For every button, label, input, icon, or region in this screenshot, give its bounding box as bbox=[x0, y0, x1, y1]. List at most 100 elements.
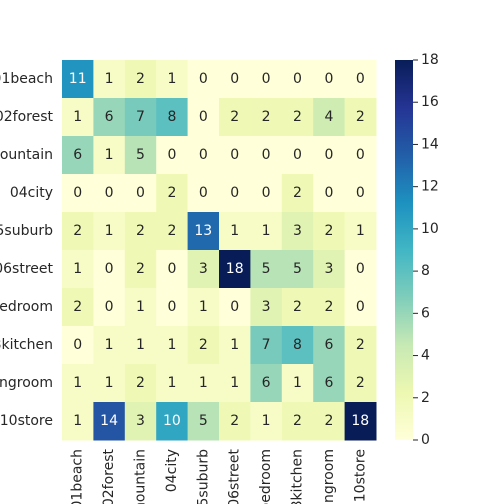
cell-label: 0 bbox=[105, 299, 114, 315]
cell-label: 1 bbox=[105, 337, 114, 353]
heatmap-cell bbox=[281, 174, 314, 213]
cell-label: 0 bbox=[230, 147, 239, 163]
cell-label: 1 bbox=[230, 375, 239, 391]
cell-label: 3 bbox=[324, 261, 333, 277]
heatmap-cell bbox=[93, 402, 126, 441]
cell-label: 14 bbox=[100, 413, 118, 429]
heatmap-cell bbox=[156, 402, 189, 441]
heatmap-cell bbox=[62, 212, 94, 251]
cell-label: 1 bbox=[230, 223, 239, 239]
heatmap-cell bbox=[93, 326, 126, 365]
cell-label: 3 bbox=[293, 223, 302, 239]
cell-label: 0 bbox=[262, 185, 271, 201]
heatmap-cell bbox=[124, 288, 157, 327]
heatmap-cell bbox=[187, 288, 220, 327]
cell-label: 7 bbox=[262, 337, 271, 353]
heatmap-cell bbox=[62, 250, 94, 289]
cell-label: 2 bbox=[356, 337, 365, 353]
heatmap-cell bbox=[250, 364, 283, 403]
cell-label: 1 bbox=[105, 375, 114, 391]
x-tick-label: 03mountain bbox=[133, 449, 149, 504]
colorbar-tick-label: 2 bbox=[421, 390, 430, 406]
heatmap-cell bbox=[93, 364, 126, 403]
y-tick-label: 02forest bbox=[0, 109, 54, 125]
heatmap-cell bbox=[250, 326, 283, 365]
heatmap-cell bbox=[281, 250, 314, 289]
cell-label: 1 bbox=[73, 375, 82, 391]
heatmap-cell bbox=[219, 288, 251, 327]
x-tick-label: 05suburb bbox=[195, 449, 211, 504]
heatmap-cell bbox=[93, 288, 126, 327]
cell-label: 0 bbox=[356, 71, 365, 87]
heatmap-cell bbox=[313, 98, 346, 137]
cell-label: 2 bbox=[356, 375, 365, 391]
heatmap-cell bbox=[93, 250, 126, 289]
heatmap-cell bbox=[344, 136, 377, 175]
cell-label: 0 bbox=[136, 185, 145, 201]
heatmap-cell bbox=[62, 60, 94, 99]
heatmap-cell bbox=[156, 288, 189, 327]
heatmap-cell bbox=[156, 60, 189, 99]
colorbar-tick-label: 10 bbox=[421, 221, 439, 237]
cell-label: 0 bbox=[167, 261, 176, 277]
cell-label: 1 bbox=[230, 337, 239, 353]
cell-label: 1 bbox=[105, 71, 114, 87]
cell-label: 1 bbox=[73, 261, 82, 277]
cell-label: 2 bbox=[293, 109, 302, 125]
y-tick-label: 10store bbox=[0, 413, 53, 429]
heatmap-cell bbox=[124, 326, 157, 365]
heatmap-cell bbox=[219, 250, 251, 289]
cell-label: 1 bbox=[136, 299, 145, 315]
cell-label: 0 bbox=[293, 147, 302, 163]
heatmap-cell bbox=[250, 250, 283, 289]
colorbar bbox=[395, 60, 413, 440]
cell-label: 2 bbox=[199, 337, 208, 353]
cell-label: 2 bbox=[293, 299, 302, 315]
cell-label: 2 bbox=[262, 109, 271, 125]
heatmap-cell bbox=[344, 364, 377, 403]
x-tick-label: 01beach bbox=[70, 449, 86, 504]
cell-label: 1 bbox=[73, 413, 82, 429]
cell-label: 5 bbox=[136, 147, 145, 163]
heatmap-cell bbox=[187, 136, 220, 175]
heatmap-cell bbox=[187, 250, 220, 289]
cell-label: 2 bbox=[136, 71, 145, 87]
cell-label: 8 bbox=[167, 109, 176, 125]
heatmap-cell bbox=[156, 174, 189, 213]
heatmap-cell bbox=[281, 288, 314, 327]
heatmap-cell bbox=[344, 250, 377, 289]
x-tick-label: 06street bbox=[227, 448, 243, 504]
cell-label: 0 bbox=[230, 185, 239, 201]
cell-label: 6 bbox=[324, 375, 333, 391]
heatmap-cell bbox=[187, 326, 220, 365]
heatmap-cell bbox=[313, 250, 346, 289]
cell-label: 0 bbox=[324, 185, 333, 201]
heatmap-cell bbox=[187, 60, 220, 99]
cell-label: 0 bbox=[324, 71, 333, 87]
cell-label: 0 bbox=[262, 71, 271, 87]
colorbar-tick-label: 4 bbox=[421, 348, 430, 364]
cell-label: 8 bbox=[293, 337, 302, 353]
cell-label: 0 bbox=[167, 299, 176, 315]
heatmap-cell bbox=[344, 326, 377, 365]
cell-label: 0 bbox=[230, 71, 239, 87]
cell-label: 3 bbox=[199, 261, 208, 277]
cell-label: 1 bbox=[167, 337, 176, 353]
cell-label: 6 bbox=[324, 337, 333, 353]
heatmap-cell bbox=[156, 212, 189, 251]
x-tick-label: 10store bbox=[352, 449, 368, 502]
cell-label: 0 bbox=[73, 337, 82, 353]
heatmap-cell bbox=[187, 364, 220, 403]
cell-label: 5 bbox=[199, 413, 208, 429]
cell-label: 1 bbox=[73, 109, 82, 125]
cell-label: 0 bbox=[73, 185, 82, 201]
heatmap-cell bbox=[93, 136, 126, 175]
heatmap-cell bbox=[344, 212, 377, 251]
heatmap-cell bbox=[156, 98, 189, 137]
y-tick-label: 05suburb bbox=[0, 223, 53, 239]
cell-label: 2 bbox=[356, 109, 365, 125]
heatmap-cell bbox=[250, 212, 283, 251]
colorbar-tick-label: 18 bbox=[421, 52, 439, 68]
heatmap-cell bbox=[344, 288, 377, 327]
